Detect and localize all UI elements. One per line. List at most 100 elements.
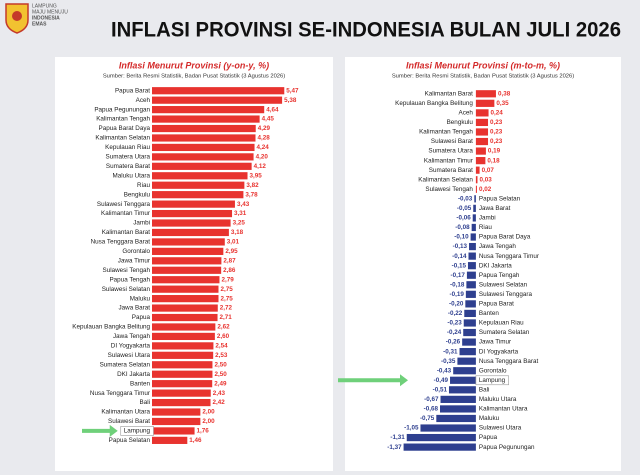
value-label: 3,78 bbox=[245, 191, 258, 198]
bar bbox=[152, 276, 220, 284]
category-label: Kalimantan Tengah bbox=[419, 129, 473, 136]
value-label: 2,86 bbox=[223, 267, 236, 274]
logo-text: LAMPUNG bbox=[32, 3, 57, 9]
value-label: 2,00 bbox=[202, 409, 215, 416]
category-label: Sulawesi Tenggara bbox=[97, 201, 151, 208]
category-label: DI Yogyakarta bbox=[111, 343, 151, 350]
bar bbox=[152, 351, 214, 359]
category-label: Sumatera Selatan bbox=[100, 361, 151, 368]
value-label: -0,26 bbox=[446, 339, 461, 346]
category-label: Kalimantan Selatan bbox=[95, 135, 150, 142]
bar bbox=[471, 223, 476, 232]
category-label: Sumatera Utara bbox=[106, 154, 151, 161]
category-label: Kalimantan Timur bbox=[424, 157, 473, 164]
bar bbox=[152, 238, 225, 246]
value-label: 3,31 bbox=[234, 210, 247, 217]
value-label: -0,17 bbox=[451, 272, 466, 279]
value-label: -0,35 bbox=[441, 358, 456, 365]
value-label: 4,64 bbox=[266, 106, 279, 113]
bar bbox=[152, 181, 245, 189]
category-label: Lampung bbox=[479, 377, 506, 384]
bar bbox=[152, 134, 256, 142]
chart-title: Inflasi Menurut Provinsi (m-to-m, %) bbox=[406, 60, 560, 70]
category-label: DKI Jakarta bbox=[479, 262, 512, 269]
value-label: 5,47 bbox=[286, 87, 299, 94]
category-label: Gorontalo bbox=[479, 367, 507, 374]
bar bbox=[152, 143, 255, 152]
value-label: 2,71 bbox=[220, 314, 233, 321]
value-label: 0,23 bbox=[490, 119, 503, 126]
category-label: Sulawesi Barat bbox=[431, 138, 473, 145]
category-label: Papua Tengah bbox=[109, 276, 150, 283]
value-label: -0,05 bbox=[457, 205, 472, 212]
category-label: Sulawesi Utara bbox=[108, 352, 151, 359]
value-label: -0,75 bbox=[420, 415, 435, 422]
value-label: 4,12 bbox=[254, 163, 267, 170]
value-label: 2,87 bbox=[223, 257, 236, 264]
value-label: 4,45 bbox=[262, 116, 275, 123]
value-label: 2,49 bbox=[214, 380, 227, 387]
category-label: Sulawesi Selatan bbox=[479, 281, 528, 288]
value-label: 2,95 bbox=[225, 248, 238, 255]
category-label: Sulawesi Selatan bbox=[102, 286, 151, 293]
value-label: -0,43 bbox=[437, 367, 452, 374]
category-label: Kalimantan Barat bbox=[102, 229, 151, 236]
value-label: 2,72 bbox=[220, 305, 233, 312]
value-label: 0,19 bbox=[488, 148, 501, 155]
bar bbox=[475, 185, 477, 193]
bar bbox=[152, 295, 219, 303]
value-label: 0,03 bbox=[479, 176, 492, 183]
highlight-arrow bbox=[82, 424, 118, 437]
value-label: -0,08 bbox=[455, 224, 470, 231]
value-label: 0,23 bbox=[490, 138, 503, 145]
category-label: Papua bbox=[479, 434, 498, 441]
category-label: Maluku Utara bbox=[113, 172, 151, 179]
category-label: Sumatera Barat bbox=[429, 167, 473, 174]
category-label: Bali bbox=[140, 399, 151, 406]
bar bbox=[466, 271, 476, 279]
chart-source: Sumber: Berita Resmi Statistik, Badan Pu… bbox=[103, 74, 285, 80]
bar bbox=[152, 219, 231, 227]
bar bbox=[475, 176, 478, 184]
value-label: -0,24 bbox=[447, 329, 462, 336]
logo-text: EMAS bbox=[32, 21, 47, 27]
category-label: Papua Pegunungan bbox=[94, 106, 150, 113]
bar bbox=[473, 204, 476, 212]
bar bbox=[472, 214, 476, 222]
category-label: Kalimantan Utara bbox=[479, 406, 528, 413]
category-label: Kalimantan Selatan bbox=[418, 176, 473, 183]
bar bbox=[152, 266, 222, 274]
value-label: 0,23 bbox=[490, 129, 503, 136]
bar bbox=[475, 137, 489, 146]
category-label: Sulawesi Tengah bbox=[425, 186, 473, 193]
highlight-box bbox=[475, 375, 509, 386]
bar bbox=[436, 414, 476, 423]
bar bbox=[469, 242, 476, 251]
value-label: 2,53 bbox=[215, 352, 228, 359]
category-label: Maluku Utara bbox=[479, 396, 517, 403]
bar bbox=[475, 118, 489, 127]
bar bbox=[475, 166, 480, 174]
value-label: 3,43 bbox=[237, 201, 250, 208]
bar bbox=[152, 153, 254, 161]
bar bbox=[152, 332, 215, 341]
category-label: Bengkulu bbox=[447, 119, 474, 126]
category-label: Lampung bbox=[124, 428, 151, 435]
category-label: Kepulauan Bangka Belitung bbox=[395, 100, 473, 107]
category-label: Papua Barat bbox=[479, 301, 514, 308]
category-label: Riau bbox=[479, 224, 492, 231]
bar bbox=[152, 200, 235, 208]
bar bbox=[475, 128, 489, 136]
category-label: Aceh bbox=[459, 110, 474, 117]
value-label: 3,95 bbox=[250, 172, 263, 179]
category-label: Sulawesi Utara bbox=[479, 425, 522, 432]
value-label: 4,20 bbox=[256, 154, 269, 161]
value-label: -0,03 bbox=[458, 195, 473, 202]
value-label: 4,24 bbox=[257, 144, 270, 151]
value-label: -0,18 bbox=[450, 281, 465, 288]
value-label: 2,54 bbox=[215, 343, 228, 350]
value-label: 3,18 bbox=[231, 229, 244, 236]
value-label: 4,29 bbox=[258, 125, 271, 132]
category-label: Bengkulu bbox=[124, 191, 151, 198]
bar bbox=[453, 367, 476, 375]
